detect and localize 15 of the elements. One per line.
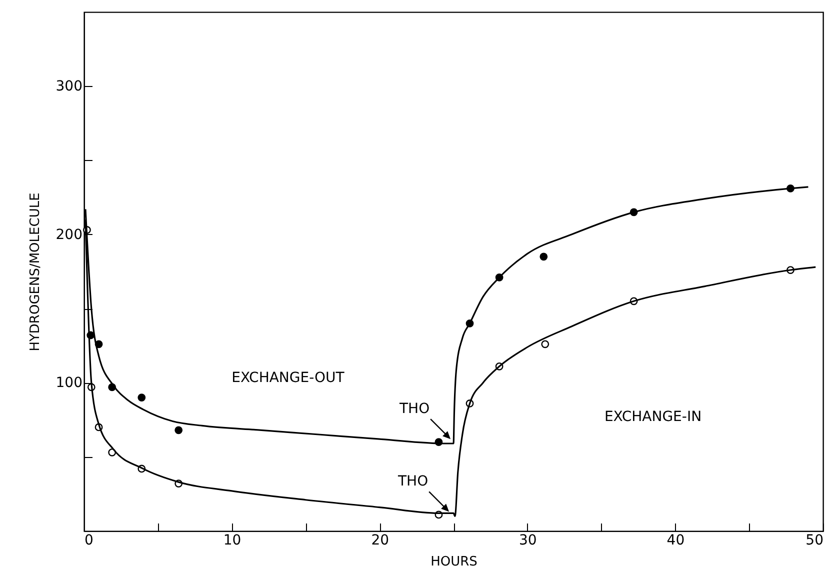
annotation: THO bbox=[398, 400, 430, 417]
annotation: EXCHANGE-OUT bbox=[232, 370, 345, 386]
x-tick-label: 50 bbox=[806, 532, 824, 548]
x-tick-label: 30 bbox=[518, 532, 537, 548]
x-axis-title: HOURS bbox=[430, 554, 478, 570]
x-tick-label: 0 bbox=[84, 532, 94, 548]
y-tick-label: 300 bbox=[56, 78, 82, 95]
annotation: EXCHANGE-IN bbox=[604, 408, 702, 425]
x-tick-label: 20 bbox=[371, 532, 390, 548]
y-tick-label: 100 bbox=[56, 375, 82, 392]
x-tick-label: 40 bbox=[666, 532, 685, 548]
y-axis-title: HYDROGENS/MOLECULE bbox=[28, 192, 43, 352]
x-tick-label: 10 bbox=[223, 532, 242, 548]
y-tick-label: 200 bbox=[56, 226, 82, 243]
annotation: THO bbox=[397, 474, 428, 490]
